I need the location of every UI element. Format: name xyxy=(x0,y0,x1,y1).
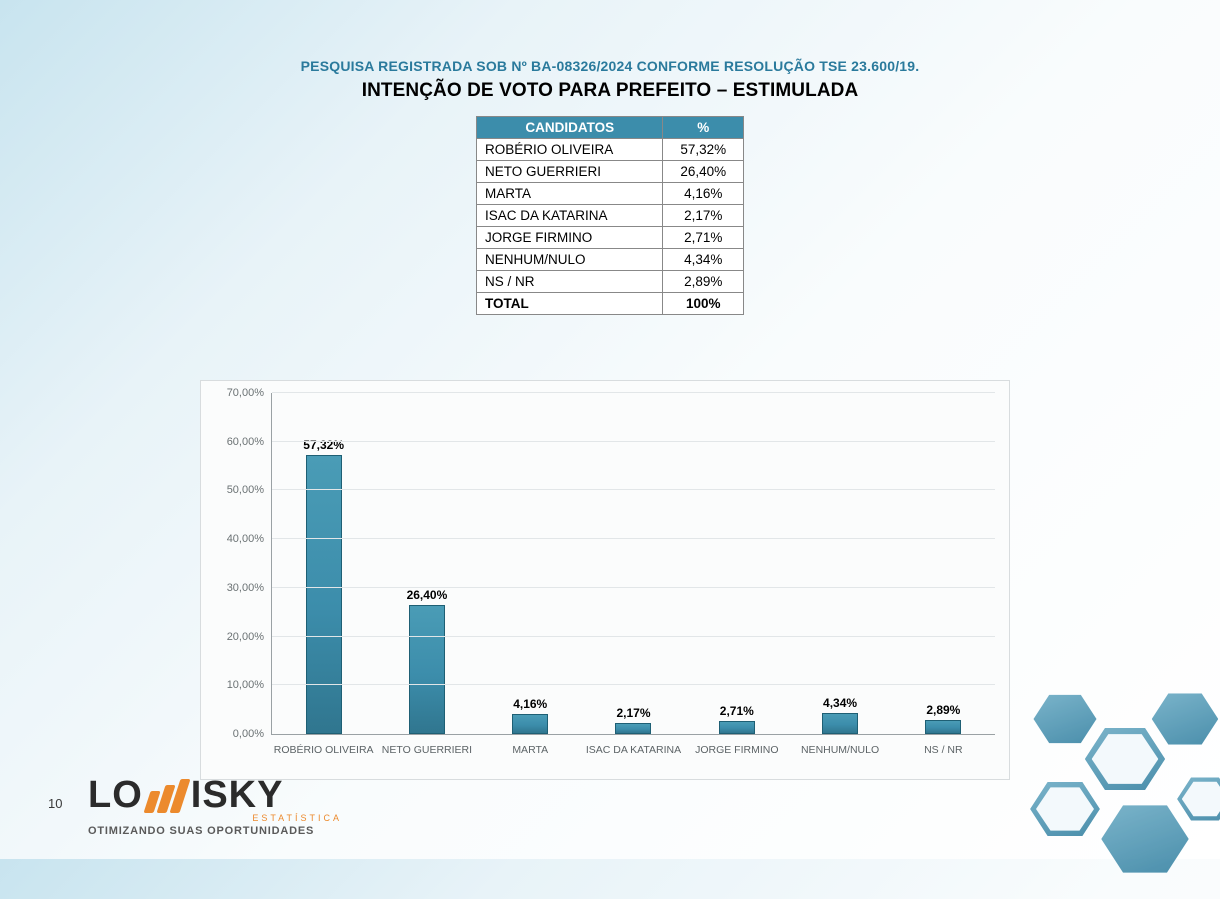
chart-gridline xyxy=(272,636,995,637)
chart-y-label: 60,00% xyxy=(227,436,272,448)
candidates-table-wrap: CANDIDATOS % ROBÉRIO OLIVEIRA57,32%NETO … xyxy=(476,116,744,315)
chart-y-label: 0,00% xyxy=(233,728,272,740)
chart-bars: 57,32%ROBÉRIO OLIVEIRA26,40%NETO GUERRIE… xyxy=(272,393,995,734)
chart-gridline xyxy=(272,538,995,539)
chart-x-label: NETO GUERRIERI xyxy=(382,744,472,756)
table-cell-name: ROBÉRIO OLIVEIRA xyxy=(477,139,663,161)
chart-bar-slot: 26,40%NETO GUERRIERI xyxy=(375,393,478,734)
chart-bar-value: 2,17% xyxy=(616,706,650,720)
chart-bar-slot: 4,16%MARTA xyxy=(479,393,582,734)
table-row: NENHUM/NULO4,34% xyxy=(477,249,744,271)
table-col-percent: % xyxy=(663,117,744,139)
table-cell-pct: 4,16% xyxy=(663,183,744,205)
chart-x-label: MARTA xyxy=(512,744,548,756)
chart-bar-slot: 2,17%ISAC DA KATARINA xyxy=(582,393,685,734)
chart-bar: 26,40% xyxy=(409,605,445,734)
table-cell-total-pct: 100% xyxy=(663,293,744,315)
chart-bar-value: 4,34% xyxy=(823,696,857,710)
page-title: INTENÇÃO DE VOTO PARA PREFEITO – ESTIMUL… xyxy=(0,80,1220,102)
table-col-candidates: CANDIDATOS xyxy=(477,117,663,139)
chart-gridline xyxy=(272,392,995,393)
hex-decoration xyxy=(950,639,1220,899)
page-number: 10 xyxy=(48,796,62,811)
logo-text-right: ISKY xyxy=(191,774,284,817)
chart-bar: 2,71% xyxy=(719,721,755,734)
chart-bar: 2,17% xyxy=(615,723,651,734)
registration-line: PESQUISA REGISTRADA SOB Nº BA-08326/2024… xyxy=(0,58,1220,74)
logo: LO ISKY ESTATÍSTICA OTIMIZANDO SUAS OPOR… xyxy=(88,773,348,837)
table-row: ROBÉRIO OLIVEIRA57,32% xyxy=(477,139,744,161)
chart-x-label: JORGE FIRMINO xyxy=(695,744,778,756)
chart-bar-value: 4,16% xyxy=(513,697,547,711)
chart-bar: 4,16% xyxy=(512,714,548,734)
chart-bar: 4,34% xyxy=(822,713,858,734)
chart-gridline xyxy=(272,441,995,442)
table-row: NETO GUERRIERI26,40% xyxy=(477,161,744,183)
table-cell-pct: 2,71% xyxy=(663,227,744,249)
chart-y-label: 10,00% xyxy=(227,679,272,691)
chart-y-label: 70,00% xyxy=(227,387,272,399)
table-cell-total-name: TOTAL xyxy=(477,293,663,315)
chart-bar-value: 2,71% xyxy=(720,704,754,718)
chart-bar-slot: 57,32%ROBÉRIO OLIVEIRA xyxy=(272,393,375,734)
table-row-total: TOTAL100% xyxy=(477,293,744,315)
page: PESQUISA REGISTRADA SOB Nº BA-08326/2024… xyxy=(0,0,1220,859)
table-cell-pct: 4,34% xyxy=(663,249,744,271)
table-cell-name: NENHUM/NULO xyxy=(477,249,663,271)
table-cell-name: ISAC DA KATARINA xyxy=(477,205,663,227)
chart-y-label: 50,00% xyxy=(227,484,272,496)
table-cell-pct: 2,17% xyxy=(663,205,744,227)
table-body: ROBÉRIO OLIVEIRA57,32%NETO GUERRIERI26,4… xyxy=(477,139,744,315)
chart-x-label: NENHUM/NULO xyxy=(801,744,879,756)
table-row: ISAC DA KATARINA2,17% xyxy=(477,205,744,227)
table-cell-name: NETO GUERRIERI xyxy=(477,161,663,183)
chart-y-label: 30,00% xyxy=(227,582,272,594)
table-cell-name: JORGE FIRMINO xyxy=(477,227,663,249)
table-cell-name: NS / NR xyxy=(477,271,663,293)
table-row: NS / NR2,89% xyxy=(477,271,744,293)
candidates-table: CANDIDATOS % ROBÉRIO OLIVEIRA57,32%NETO … xyxy=(476,116,744,315)
header: PESQUISA REGISTRADA SOB Nº BA-08326/2024… xyxy=(0,0,1220,102)
chart-panel: 57,32%ROBÉRIO OLIVEIRA26,40%NETO GUERRIE… xyxy=(200,380,1010,780)
chart-gridline xyxy=(272,489,995,490)
chart-plot-area: 57,32%ROBÉRIO OLIVEIRA26,40%NETO GUERRIE… xyxy=(271,393,995,735)
chart-bar-slot: 4,34%NENHUM/NULO xyxy=(788,393,891,734)
table-cell-pct: 26,40% xyxy=(663,161,744,183)
chart-bar-slot: 2,71%JORGE FIRMINO xyxy=(685,393,788,734)
table-row: JORGE FIRMINO2,71% xyxy=(477,227,744,249)
chart-y-label: 20,00% xyxy=(227,631,272,643)
chart-x-label: ISAC DA KATARINA xyxy=(586,744,681,756)
table-cell-pct: 2,89% xyxy=(663,271,744,293)
logo-stripes-icon xyxy=(143,779,190,813)
logo-tagline: OTIMIZANDO SUAS OPORTUNIDADES xyxy=(88,825,348,837)
table-cell-name: MARTA xyxy=(477,183,663,205)
chart-gridline xyxy=(272,587,995,588)
chart-x-label: ROBÉRIO OLIVEIRA xyxy=(274,744,374,756)
logo-text-left: LO xyxy=(88,774,143,817)
chart-bar-value: 26,40% xyxy=(407,588,448,602)
chart-bar: 57,32% xyxy=(306,455,342,734)
chart-gridline xyxy=(272,684,995,685)
table-cell-pct: 57,32% xyxy=(663,139,744,161)
chart-y-label: 40,00% xyxy=(227,533,272,545)
table-row: MARTA4,16% xyxy=(477,183,744,205)
